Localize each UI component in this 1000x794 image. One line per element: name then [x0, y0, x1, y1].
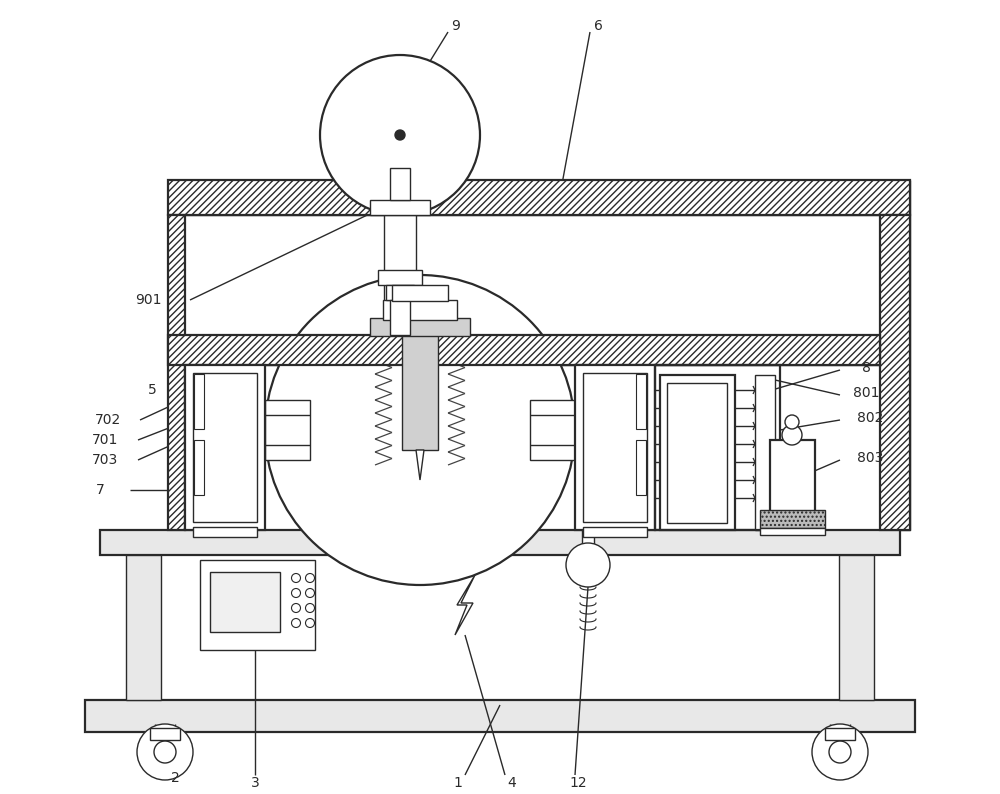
Bar: [168, 180, 910, 215]
Circle shape: [395, 130, 405, 140]
Bar: [760, 528, 825, 535]
Circle shape: [785, 415, 799, 429]
Text: 1: 1: [454, 776, 462, 790]
Bar: [575, 365, 655, 530]
Bar: [193, 373, 257, 522]
Circle shape: [320, 55, 480, 215]
Circle shape: [782, 425, 802, 445]
Bar: [583, 373, 647, 522]
Bar: [636, 440, 646, 495]
Bar: [880, 215, 910, 530]
Polygon shape: [416, 450, 424, 480]
Text: 801: 801: [853, 386, 879, 400]
Bar: [210, 572, 280, 632]
Bar: [265, 400, 310, 460]
Circle shape: [292, 603, 300, 612]
Bar: [770, 440, 815, 515]
Text: 9: 9: [452, 19, 460, 33]
Circle shape: [292, 619, 300, 627]
Bar: [392, 285, 448, 301]
Bar: [402, 320, 438, 450]
Circle shape: [265, 275, 575, 585]
Bar: [655, 365, 780, 530]
Bar: [100, 530, 900, 555]
Circle shape: [154, 741, 176, 763]
Bar: [755, 375, 775, 530]
Circle shape: [137, 724, 193, 780]
Circle shape: [306, 588, 314, 598]
Bar: [583, 527, 647, 537]
Text: 2: 2: [171, 771, 179, 785]
Text: 802: 802: [857, 411, 883, 425]
Text: 3: 3: [251, 776, 259, 790]
Text: 8: 8: [862, 361, 870, 375]
Circle shape: [812, 724, 868, 780]
Bar: [378, 270, 422, 285]
Bar: [582, 530, 594, 565]
Text: 702: 702: [95, 413, 121, 427]
Bar: [194, 440, 204, 495]
Text: 803: 803: [857, 451, 883, 465]
Bar: [168, 215, 185, 530]
Bar: [194, 374, 204, 429]
Text: 701: 701: [92, 433, 118, 447]
Bar: [530, 400, 575, 460]
Bar: [825, 728, 855, 740]
Bar: [636, 374, 646, 429]
Bar: [370, 200, 430, 215]
Text: 5: 5: [148, 383, 156, 397]
Text: 6: 6: [594, 19, 602, 33]
Circle shape: [306, 619, 314, 627]
Bar: [85, 700, 915, 732]
Bar: [150, 728, 180, 740]
Bar: [660, 375, 735, 530]
Text: 901: 901: [135, 293, 161, 307]
Bar: [390, 300, 410, 335]
Text: 12: 12: [569, 776, 587, 790]
Circle shape: [306, 573, 314, 583]
Bar: [200, 560, 315, 650]
Circle shape: [829, 741, 851, 763]
Bar: [193, 527, 257, 537]
Bar: [390, 168, 410, 200]
Bar: [185, 365, 265, 530]
Text: 4: 4: [508, 776, 516, 790]
Bar: [760, 510, 825, 528]
Bar: [839, 555, 874, 700]
Bar: [667, 383, 727, 523]
Bar: [370, 318, 470, 336]
Circle shape: [306, 603, 314, 612]
Bar: [386, 285, 414, 300]
Text: 7: 7: [96, 483, 104, 497]
Text: 703: 703: [92, 453, 118, 467]
Bar: [126, 555, 161, 700]
Circle shape: [566, 543, 610, 587]
Bar: [168, 335, 880, 365]
Circle shape: [292, 588, 300, 598]
Bar: [384, 215, 416, 335]
Bar: [383, 300, 457, 320]
Circle shape: [292, 573, 300, 583]
